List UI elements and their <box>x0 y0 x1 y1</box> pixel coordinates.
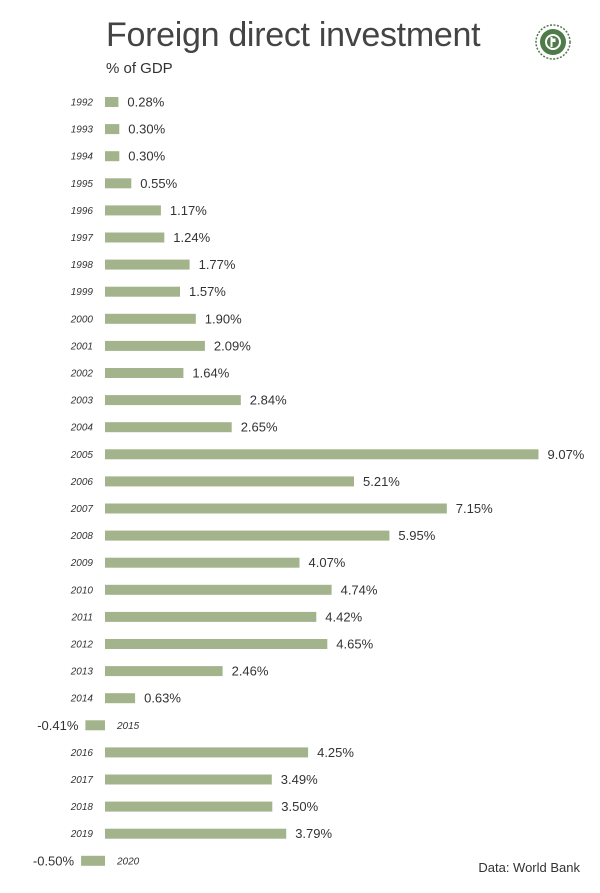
value-label-2011: 4.42% <box>325 609 362 624</box>
value-label-2019: 3.79% <box>295 826 332 841</box>
bar-2013 <box>105 666 223 677</box>
value-label-2016: 4.25% <box>317 745 354 760</box>
value-label-2018: 3.50% <box>281 799 318 814</box>
value-label-1995: 0.55% <box>140 176 177 191</box>
year-label-2009: 2009 <box>70 558 94 569</box>
bar-2009 <box>105 557 300 568</box>
value-label-1999: 1.57% <box>189 284 226 299</box>
year-label-2004: 2004 <box>70 423 94 434</box>
bar-2017 <box>105 774 272 785</box>
year-label-1995: 1995 <box>71 179 94 190</box>
bar-1998 <box>105 259 190 270</box>
bar-2000 <box>105 313 196 324</box>
year-label-1992: 1992 <box>71 98 94 109</box>
bar-2015 <box>85 720 105 731</box>
value-label-1996: 1.17% <box>170 203 207 218</box>
value-label-2012: 4.65% <box>336 637 373 652</box>
bar-1995 <box>105 178 132 189</box>
value-label-2002: 1.64% <box>192 366 229 381</box>
bar-2019 <box>105 828 287 839</box>
bar-1999 <box>105 286 180 297</box>
year-label-2007: 2007 <box>70 504 94 515</box>
year-label-2010: 2010 <box>70 585 94 596</box>
value-label-2005: 9.07% <box>548 447 585 462</box>
year-label-1997: 1997 <box>71 233 94 244</box>
bar-1997 <box>105 232 165 243</box>
year-label-2001: 2001 <box>70 341 93 352</box>
bar-2020 <box>81 855 105 866</box>
value-label-1993: 0.30% <box>128 122 165 137</box>
year-label-2018: 2018 <box>70 802 94 813</box>
bar-2006 <box>105 476 354 487</box>
year-label-1998: 1998 <box>71 260 94 271</box>
value-label-2017: 3.49% <box>281 772 318 787</box>
value-label-2014: 0.63% <box>144 691 181 706</box>
year-label-1993: 1993 <box>71 125 94 136</box>
year-label-2017: 2017 <box>70 775 94 786</box>
value-label-2003: 2.84% <box>250 393 287 408</box>
year-label-2006: 2006 <box>70 477 94 488</box>
bar-1994 <box>105 151 120 162</box>
year-label-1994: 1994 <box>71 152 94 163</box>
value-label-2006: 5.21% <box>363 474 400 489</box>
value-label-1992: 0.28% <box>127 95 164 110</box>
bar-1996 <box>105 205 161 216</box>
year-label-1996: 1996 <box>71 206 94 217</box>
year-label-2002: 2002 <box>70 369 94 380</box>
value-label-2001: 2.09% <box>214 338 251 353</box>
bar-2007 <box>105 503 447 514</box>
bar-1993 <box>105 124 120 135</box>
year-label-2015: 2015 <box>116 721 140 732</box>
bar-2001 <box>105 340 205 351</box>
value-label-2004: 2.65% <box>241 420 278 435</box>
year-label-2012: 2012 <box>70 640 94 651</box>
year-label-2005: 2005 <box>70 450 94 461</box>
bar-2016 <box>105 747 309 758</box>
year-label-2000: 2000 <box>70 314 94 325</box>
circular-seal-logo <box>535 24 571 60</box>
value-label-1994: 0.30% <box>128 149 165 164</box>
year-label-2016: 2016 <box>70 748 94 759</box>
chart-subtitle: % of GDP <box>106 60 173 77</box>
value-label-1997: 1.24% <box>173 230 210 245</box>
year-label-2011: 2011 <box>70 612 93 623</box>
bar-2005 <box>105 449 539 460</box>
bar-2011 <box>105 611 317 622</box>
year-label-2013: 2013 <box>70 667 94 678</box>
value-label-2020: -0.50% <box>33 853 75 868</box>
bar-2008 <box>105 530 390 541</box>
value-label-2000: 1.90% <box>205 311 242 326</box>
value-label-2013: 2.46% <box>232 664 269 679</box>
value-label-2007: 7.15% <box>456 501 493 516</box>
value-label-2009: 4.07% <box>309 555 346 570</box>
bar-2003 <box>105 395 241 406</box>
value-label-2010: 4.74% <box>341 582 378 597</box>
data-source-note: Data: World Bank <box>478 860 580 875</box>
bar-2010 <box>105 584 332 595</box>
bar-2018 <box>105 801 273 812</box>
year-label-2019: 2019 <box>70 829 94 840</box>
value-label-1998: 1.77% <box>199 257 236 272</box>
chart-title: Foreign direct investment <box>106 16 481 54</box>
bar-1992 <box>105 97 119 107</box>
bar-2014 <box>105 693 136 704</box>
value-label-2015: -0.41% <box>37 718 79 733</box>
year-label-2003: 2003 <box>70 396 94 407</box>
bar-2012 <box>105 639 328 649</box>
bar-2002 <box>105 368 184 378</box>
year-label-2020: 2020 <box>116 856 140 867</box>
value-label-2008: 5.95% <box>398 528 435 543</box>
year-label-2014: 2014 <box>70 694 94 705</box>
bar-2004 <box>105 422 232 433</box>
year-label-1999: 1999 <box>71 287 94 298</box>
year-label-2008: 2008 <box>70 531 94 542</box>
